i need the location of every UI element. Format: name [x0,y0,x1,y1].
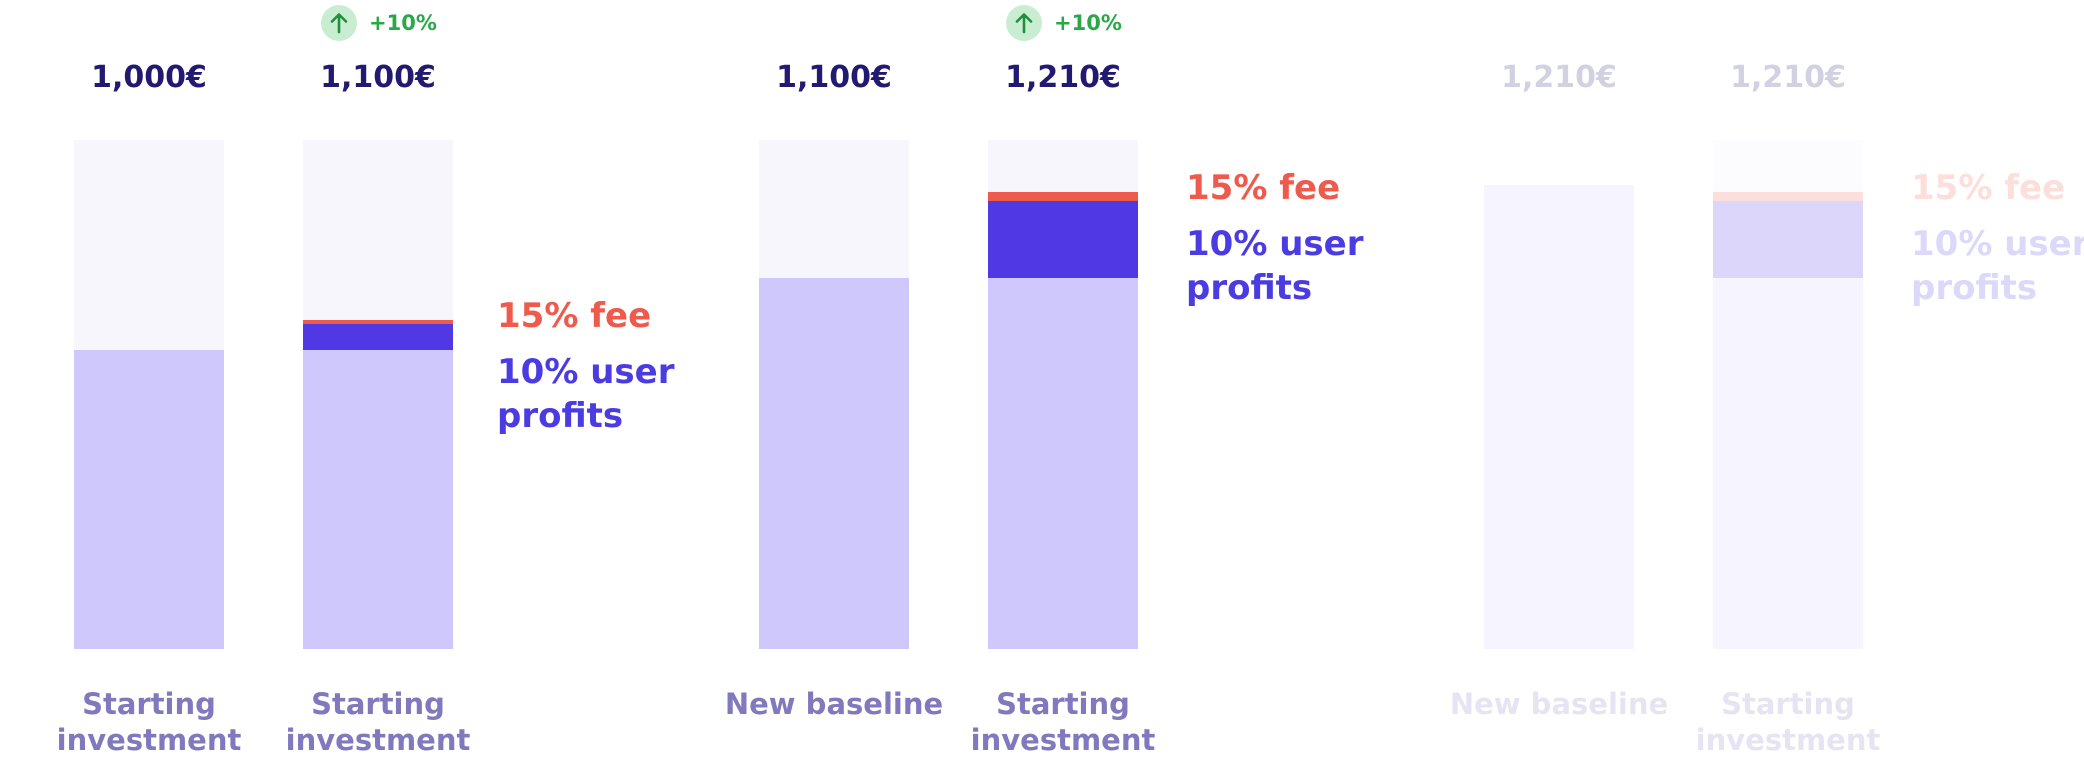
stacked-bar [74,140,224,649]
bar-column: +10% 1,210€ Starting investment [971,0,1155,758]
fee-annotation: 15% fee [497,295,652,336]
change-percent: +10% [369,11,437,35]
bar-category-label: New baseline [724,687,944,721]
stacked-bar [759,140,909,649]
bar-segment-fee [988,192,1138,202]
bar-segment-user-profit [303,324,453,350]
bar-segment-baseline [988,277,1138,649]
change-badge: +10% [1006,5,1122,41]
bar-segment-fee [1713,192,1863,202]
bar-category-label: Starting investment [285,687,471,757]
fee-annotation: 15% fee [1911,168,2066,209]
bar-category-label: New baseline [1449,687,1669,721]
bar-segment-user-profit [1713,201,1863,278]
fee-annotation: 15% fee [1186,168,1341,209]
bar-column: +10% 1,100€ Starting investment [286,0,470,758]
bar-segment-fee [303,319,453,325]
bar-column: 1,100€ New baseline [725,0,943,758]
bar-segment-user-profit [988,201,1138,278]
user-profits-annotation: 10% user profits [1911,224,2084,309]
stacked-bar [303,140,453,649]
bar-annotation: 15% fee 10% user profits [1911,166,2084,310]
bar-segment-baseline [74,349,224,649]
bar-column: 1,000€ Starting investment [57,0,242,758]
bar-value-label: 1,210€ [1730,60,1846,95]
bar-column: 1,210€ New baseline [1450,0,1668,758]
change-badge: +10% [321,5,437,41]
user-profits-annotation: 10% user profits [497,351,675,436]
bar-segment-baseline [759,277,909,649]
bar-value-label: 1,000€ [91,60,207,95]
bar-annotation: 15% fee 10% user profits [497,294,717,438]
user-profits-annotation: 10% user profits [1186,224,1364,309]
bar-category-label: Starting investment [1695,687,1881,757]
arrow-up-icon [1006,5,1042,41]
bar-category-label: Starting investment [56,687,242,757]
arrow-up-icon [321,5,357,41]
bar-column: 1,210€ Starting investment [1696,0,1881,758]
bar-value-label: 1,100€ [776,60,892,95]
bar-annotation: 15% fee 10% user profits [1186,166,1406,310]
bar-category-label: Starting investment [970,687,1156,757]
bar-background [1713,140,1863,649]
bar-value-label: 1,100€ [320,60,436,95]
bar-segment-baseline [303,349,453,649]
bar-segment-baseline [1713,277,1863,649]
change-percent: +10% [1054,11,1122,35]
stacked-bar [1484,140,1634,649]
stacked-bar [1713,140,1863,649]
bar-segment-baseline [1484,184,1634,649]
bar-value-label: 1,210€ [1501,60,1617,95]
stacked-bar [988,140,1138,649]
bar-value-label: 1,210€ [1005,60,1121,95]
